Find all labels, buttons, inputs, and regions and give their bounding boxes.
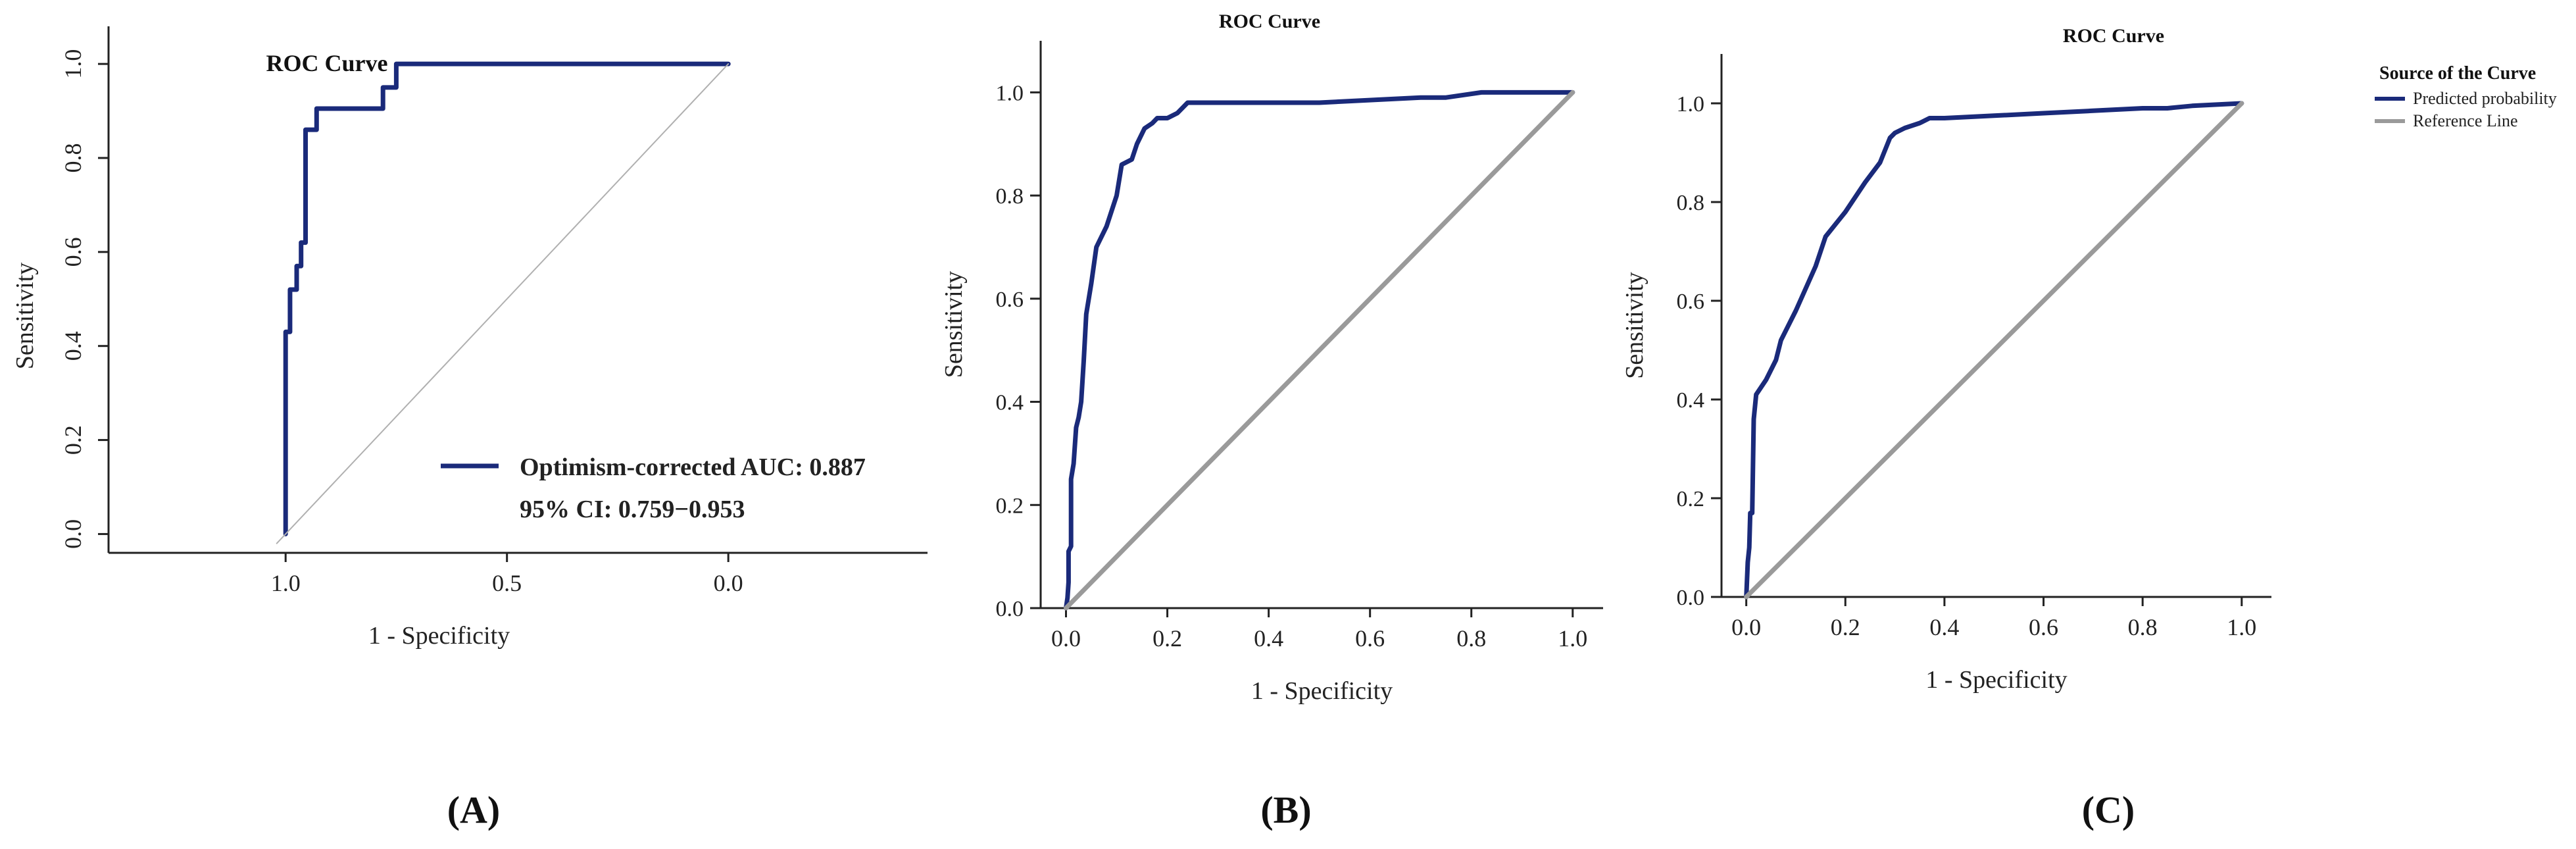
x-tick-label: 1.0 (271, 570, 301, 596)
roc-curve-line (1744, 101, 2244, 600)
panel-labels: (A) (B) (C) (447, 788, 2135, 831)
x-tick-label: 1.0 (2227, 614, 2256, 640)
y-tick-label: 0.4 (996, 391, 1024, 415)
y-tick-label: 0.0 (60, 519, 86, 549)
x-tick-label: 1.0 (1558, 625, 1587, 652)
chart-title: ROC Curve (1219, 11, 1320, 32)
x-tick-label: 0.8 (1456, 625, 1486, 652)
reference-line (276, 63, 730, 544)
axes: 0.0 0.2 0.4 0.6 0.8 1.0 0.0 0.2 0.4 0.6 0.8 1.0 1 - … (940, 41, 1603, 705)
x-axis-label: 1 - Specificity (368, 622, 510, 650)
x-tick-label: 0.6 (1355, 625, 1385, 652)
y-tick-label: 0.0 (996, 597, 1024, 621)
legend-note: 95% CI: 0.759−0.953 (520, 496, 745, 523)
x-tick-label: 0.5 (492, 570, 522, 596)
y-tick-label: 0.2 (60, 425, 86, 455)
y-tick-label: 0.6 (1677, 290, 1705, 314)
chart-title: ROC Curve (266, 50, 388, 76)
y-tick-label: 0.6 (60, 237, 86, 267)
legend-a: Optimism-corrected AUC: 0.887 95% CI: 0.7… (441, 453, 866, 523)
y-tick-label: 0.2 (996, 494, 1024, 518)
legend-entry: Predicted probability (2413, 89, 2557, 108)
y-tick-label: 0.6 (996, 288, 1024, 312)
y-tick-label: 0.2 (1677, 487, 1705, 511)
x-tick-label: 0.2 (1152, 625, 1182, 652)
x-tick-label: 0.4 (1929, 614, 1959, 640)
y-tick-label: 0.4 (60, 331, 86, 361)
legend-title: Source of the Curve (2379, 63, 2536, 84)
axes: 0.0 0.2 0.4 0.6 0.8 1.0 1.0 0.5 0.0 1 - Specifici… (11, 26, 928, 650)
panel-a: ROC Curve 0.0 0.2 0.4 0.6 0.8 1.0 1.0 0.5 0.0 1 - … (11, 26, 928, 650)
panel-label: (C) (2082, 788, 2135, 831)
axes: 0.0 0.2 0.4 0.6 0.8 1.0 0.0 0.2 0.4 0.6 0.8 1.0 1 - … (1621, 54, 2271, 694)
reference-line (1744, 101, 2244, 600)
chart-title: ROC Curve (2063, 25, 2164, 47)
x-tick-label: 0.2 (1831, 614, 1860, 640)
x-axis-label: 1 - Specificity (1251, 677, 1393, 705)
x-tick-label: 0.0 (714, 570, 743, 596)
y-tick-label: 1.0 (1677, 92, 1705, 116)
legend-entry: Reference Line (2413, 111, 2518, 130)
y-tick-label: 1.0 (996, 81, 1024, 105)
y-axis-label: Sensitivity (940, 271, 968, 378)
x-tick-label: 0.0 (1731, 614, 1761, 640)
panel-label: (A) (447, 788, 501, 831)
legend-c: Source of the Curve Predicted probability… (2375, 63, 2557, 130)
y-tick-label: 0.8 (996, 184, 1024, 209)
x-tick-label: 0.8 (2128, 614, 2158, 640)
y-tick-label: 0.8 (1677, 191, 1705, 215)
roc-curve-line (1064, 90, 1575, 611)
y-tick-label: 0.0 (1677, 586, 1705, 610)
x-tick-label: 0.0 (1051, 625, 1081, 652)
y-tick-label: 0.4 (1677, 388, 1705, 413)
x-tick-label: 0.6 (2029, 614, 2058, 640)
panel-label: (B) (1260, 788, 1311, 831)
legend-label: Optimism-corrected AUC: 0.887 (520, 453, 866, 481)
roc-curve-line (283, 61, 731, 536)
reference-line (1064, 90, 1575, 611)
x-tick-label: 0.4 (1254, 625, 1283, 652)
y-axis-label: Sensitivity (1621, 272, 1648, 379)
y-axis-label: Sensitivity (11, 263, 39, 370)
x-axis-label: 1 - Specificity (1925, 666, 2067, 694)
y-tick-label: 0.8 (60, 143, 86, 173)
y-tick-label: 1.0 (60, 49, 86, 79)
